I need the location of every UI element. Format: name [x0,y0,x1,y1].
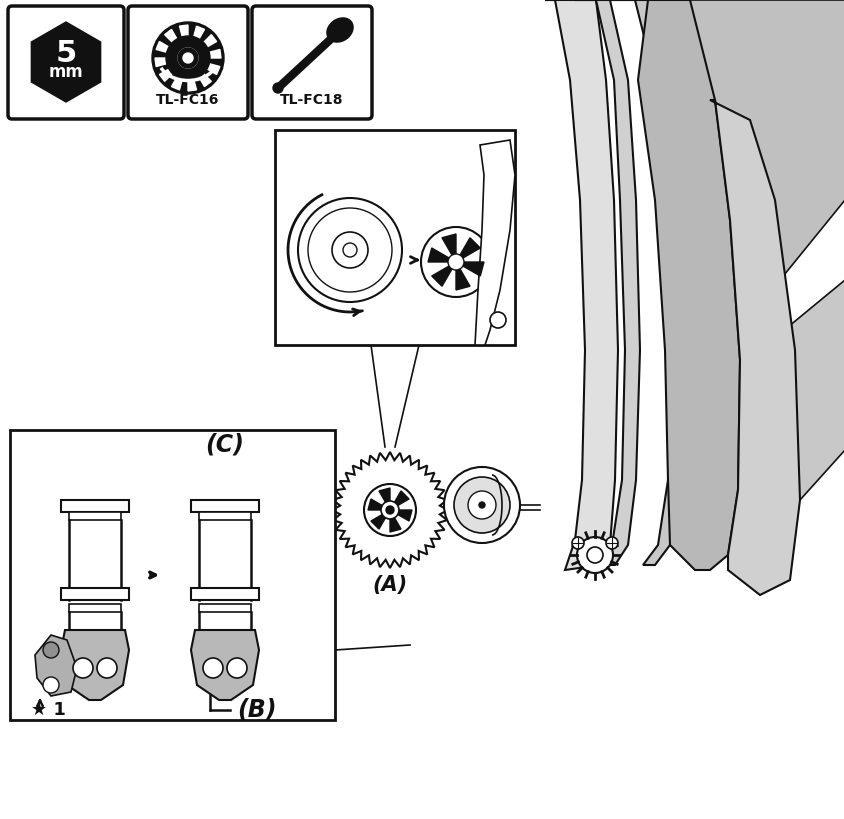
Polygon shape [637,0,739,570]
FancyBboxPatch shape [69,512,121,520]
Polygon shape [187,79,197,91]
Circle shape [332,232,368,268]
Polygon shape [474,140,514,345]
Circle shape [227,658,246,678]
Circle shape [453,477,510,533]
FancyBboxPatch shape [8,6,124,119]
Polygon shape [199,74,211,87]
Circle shape [183,53,192,63]
Polygon shape [398,510,412,521]
Text: 5: 5 [56,39,77,69]
FancyBboxPatch shape [127,6,247,119]
Text: (C): (C) [205,433,244,457]
Circle shape [307,208,392,292]
Polygon shape [441,234,456,255]
FancyBboxPatch shape [191,588,259,600]
Circle shape [152,22,224,94]
Polygon shape [203,34,216,47]
Polygon shape [390,518,401,532]
Polygon shape [544,0,617,570]
Polygon shape [179,25,187,37]
Circle shape [273,83,283,93]
FancyBboxPatch shape [10,430,334,720]
Polygon shape [368,499,381,510]
Circle shape [386,506,393,514]
FancyBboxPatch shape [274,130,514,345]
Circle shape [479,502,484,508]
Polygon shape [371,514,385,529]
Polygon shape [207,64,219,75]
Circle shape [381,501,398,519]
Circle shape [203,658,223,678]
Polygon shape [609,0,683,565]
Polygon shape [61,630,129,700]
Polygon shape [191,630,259,700]
FancyBboxPatch shape [199,604,251,612]
Polygon shape [193,26,204,39]
Circle shape [443,467,519,543]
Text: ★ 1: ★ 1 [30,701,65,719]
Circle shape [420,227,490,297]
Circle shape [605,537,617,549]
Circle shape [343,243,356,257]
Text: (B): (B) [236,698,276,722]
Circle shape [97,658,116,678]
Polygon shape [574,0,639,565]
Circle shape [571,537,583,549]
Polygon shape [31,22,100,102]
Circle shape [587,547,603,563]
Circle shape [178,48,197,68]
Circle shape [447,254,463,270]
Circle shape [178,48,197,68]
Polygon shape [751,280,844,500]
Circle shape [165,36,210,80]
Circle shape [576,537,612,573]
FancyBboxPatch shape [199,512,251,520]
FancyBboxPatch shape [61,588,129,600]
Polygon shape [154,58,166,66]
FancyBboxPatch shape [61,500,129,512]
Polygon shape [209,49,221,58]
FancyBboxPatch shape [191,500,259,512]
Polygon shape [456,269,469,290]
Text: TL-FC16: TL-FC16 [156,93,219,107]
Polygon shape [165,29,176,43]
Text: (A): (A) [372,575,407,595]
Circle shape [298,198,402,302]
Circle shape [43,677,59,693]
Polygon shape [332,452,447,568]
Text: mm: mm [49,63,84,81]
Circle shape [43,642,59,658]
Polygon shape [171,77,182,90]
Text: TL-FC18: TL-FC18 [280,93,344,107]
Ellipse shape [327,18,353,42]
Polygon shape [459,238,479,258]
Circle shape [364,484,415,536]
Polygon shape [428,248,448,262]
FancyBboxPatch shape [252,6,371,119]
Polygon shape [379,488,390,502]
FancyBboxPatch shape [69,604,121,612]
Polygon shape [394,491,408,505]
Circle shape [490,312,506,328]
Polygon shape [160,69,172,81]
Circle shape [468,491,495,519]
Polygon shape [463,262,484,276]
Polygon shape [156,42,169,52]
Polygon shape [639,0,844,300]
Polygon shape [35,635,77,696]
Polygon shape [431,266,452,287]
Polygon shape [709,100,799,595]
Circle shape [73,658,93,678]
